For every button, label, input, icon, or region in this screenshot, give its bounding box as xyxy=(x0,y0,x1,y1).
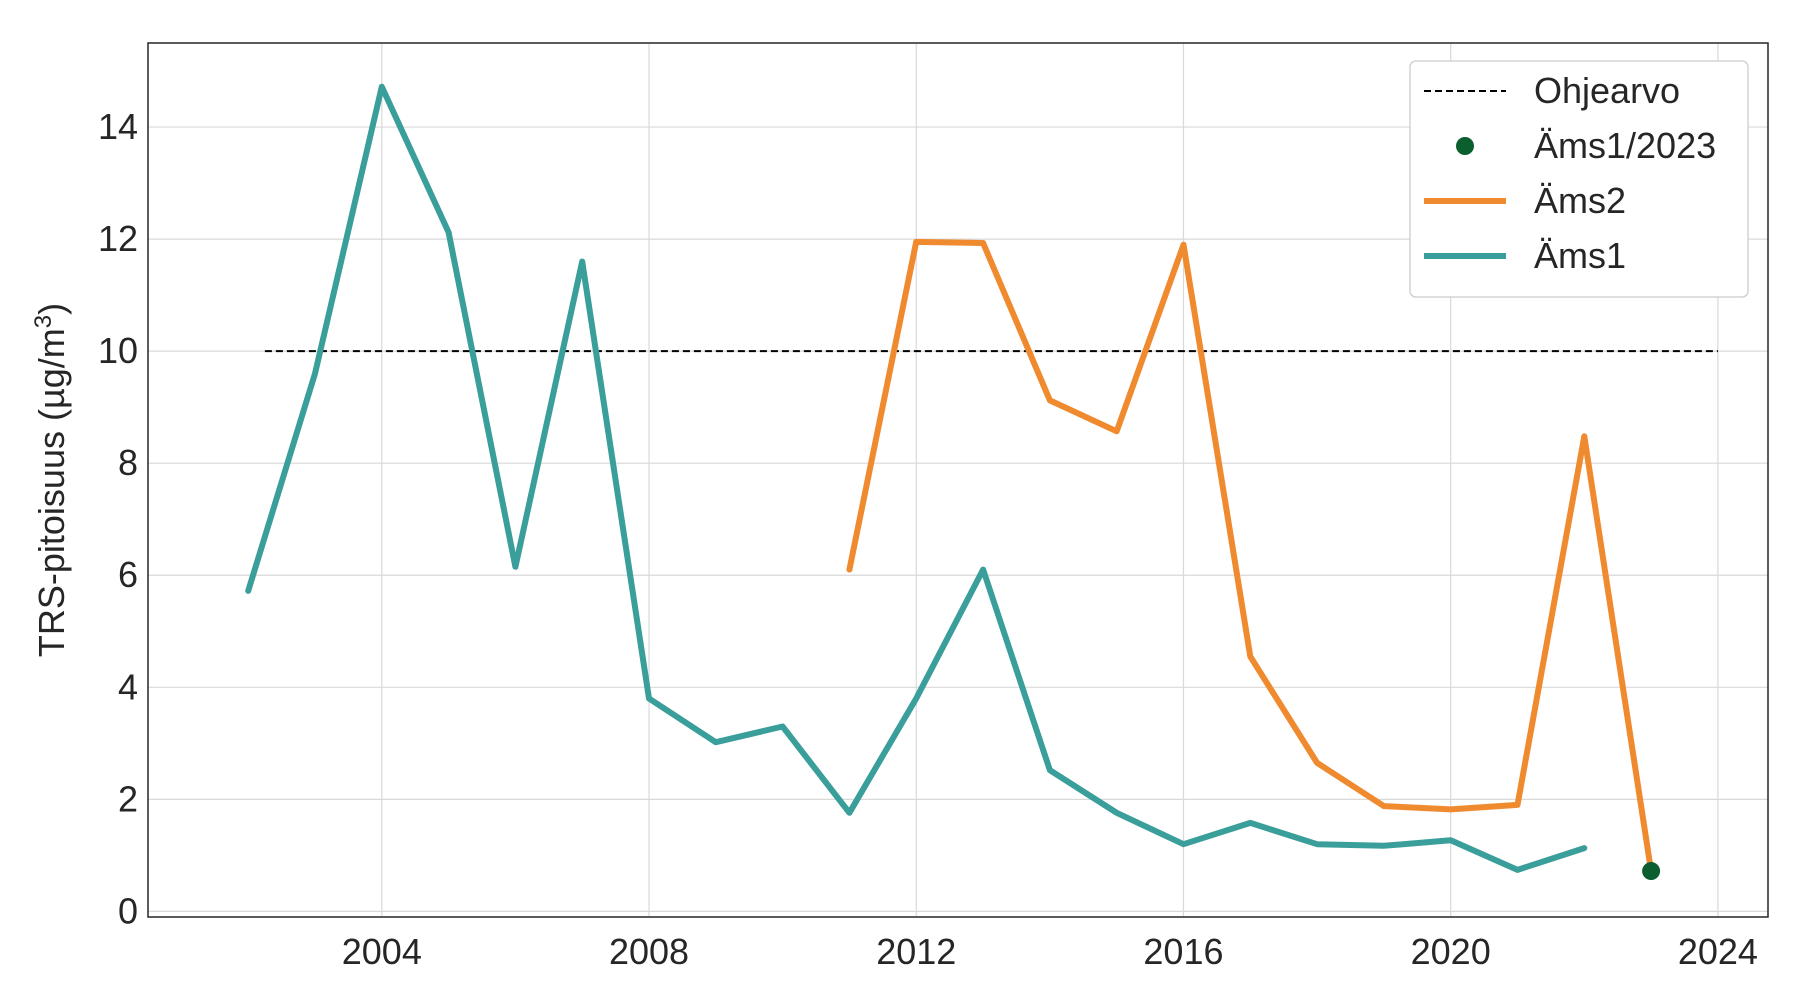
y-tick-label: 6 xyxy=(118,554,138,595)
x-axis-ticks: 2004 2008 2012 2016 2020 2024 xyxy=(342,931,1758,972)
y-tick-label: 4 xyxy=(118,666,138,707)
legend-item-ams2: Äms2 xyxy=(1424,180,1626,221)
legend-box xyxy=(1409,60,1749,298)
y-tick-label: 0 xyxy=(118,890,138,931)
y-axis-label-suffix: ) xyxy=(31,303,72,315)
x-tick-label: 2004 xyxy=(342,931,422,972)
y-tick-label: 12 xyxy=(98,218,138,259)
y-axis-label-superscript: 3 xyxy=(30,315,57,328)
x-tick-label: 2020 xyxy=(1411,931,1491,972)
x-tick-label: 2016 xyxy=(1143,931,1223,972)
axes-frame xyxy=(147,42,1769,918)
legend-label-ohjearvo: Ohjearvo xyxy=(1534,70,1680,111)
y-tick-label: 2 xyxy=(118,778,138,819)
legend-label-ams1-2023: Äms1/2023 xyxy=(1534,125,1716,166)
legend-swatch-ams1-2023 xyxy=(1456,137,1474,155)
y-axis-label-main: TRS-pitoisuus (µg/m xyxy=(31,328,72,657)
legend-label-ams1: Äms1 xyxy=(1534,235,1626,276)
series-line-ams2 xyxy=(846,238,1655,875)
y-axis-label: TRS-pitoisuus (µg/m3) xyxy=(30,303,73,657)
series-ams1-2023 xyxy=(1642,862,1661,881)
legend-item-ohjearvo: Ohjearvo xyxy=(1424,70,1680,111)
series-ams2 xyxy=(846,238,1655,875)
x-tick-label: 2024 xyxy=(1678,931,1758,972)
legend: Ohjearvo Äms1/2023 Äms2 Äms1 xyxy=(1409,60,1749,298)
data-point-ams1-2023 xyxy=(1642,862,1661,881)
series-layer xyxy=(245,83,1718,881)
x-tick-label: 2008 xyxy=(609,931,689,972)
legend-item-ams1: Äms1 xyxy=(1424,235,1626,276)
series-line-ams1 xyxy=(245,83,1588,873)
y-tick-label: 14 xyxy=(98,106,138,147)
legend-label-ams2: Äms2 xyxy=(1534,180,1626,221)
legend-item-ams1-2023: Äms1/2023 xyxy=(1456,125,1716,166)
y-tick-label: 8 xyxy=(118,442,138,483)
x-tick-label: 2012 xyxy=(876,931,956,972)
y-tick-label: 10 xyxy=(98,330,138,371)
y-axis-ticks: 0 2 4 6 8 10 12 14 xyxy=(98,106,138,931)
series-ams1 xyxy=(245,83,1588,873)
